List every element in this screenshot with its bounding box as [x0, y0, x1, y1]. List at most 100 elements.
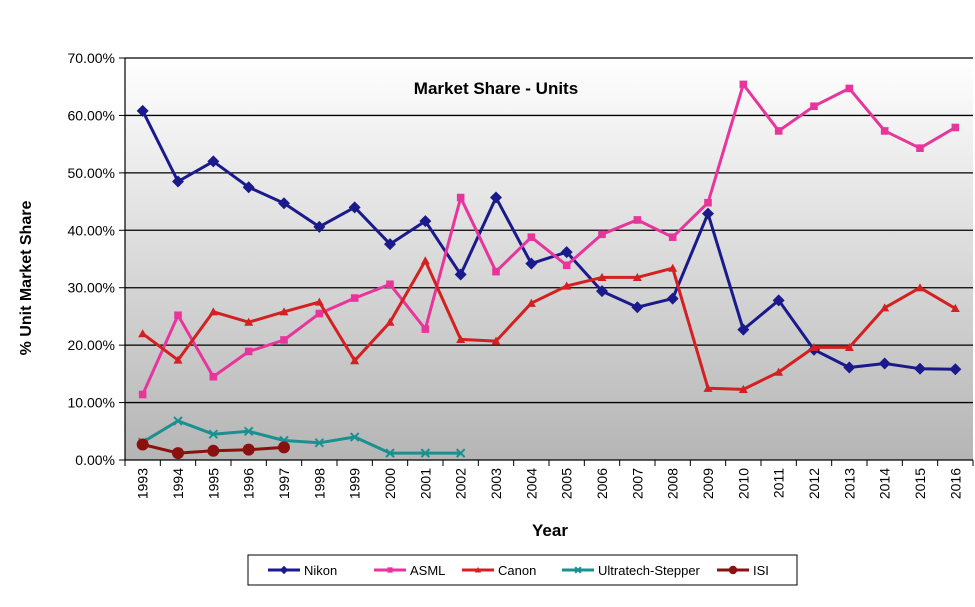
data-point-stroke [455, 448, 466, 458]
data-point [527, 233, 536, 241]
data-point [596, 285, 608, 298]
data-point [574, 566, 582, 574]
data-point [207, 444, 220, 457]
series-nikon [136, 104, 962, 376]
legend-item-nikon: Nikon [268, 563, 337, 578]
data-point [174, 311, 182, 320]
data-point [456, 193, 465, 202]
series-ultratech-stepper [137, 416, 466, 458]
x-tick-label: 1996 [241, 468, 257, 499]
data-point [491, 336, 501, 345]
x-tick-label: 2013 [841, 468, 857, 499]
data-point [880, 303, 890, 312]
data-point [916, 144, 924, 152]
data-point [136, 104, 149, 117]
data-point [703, 383, 713, 392]
data-point [208, 429, 219, 439]
x-tick-label: 1993 [135, 468, 151, 499]
series-line-ultratech-stepper [141, 419, 461, 455]
data-point [774, 127, 783, 135]
x-tick-label: 2001 [417, 468, 433, 499]
legend-label: ISI [753, 563, 769, 578]
data-point [455, 448, 466, 458]
data-point [880, 127, 889, 135]
data-point [562, 261, 571, 270]
data-point [950, 303, 960, 312]
data-point [385, 448, 395, 458]
data-point [728, 565, 738, 575]
x-tick-label: 2014 [877, 468, 893, 499]
data-point [280, 336, 288, 344]
x-tick-label: 2010 [735, 468, 751, 499]
series-line-nikon [141, 110, 956, 371]
x-tick-label: 1995 [205, 468, 221, 499]
data-point [386, 280, 394, 289]
data-point [633, 216, 642, 224]
y-tick-label: 70.00% [68, 50, 115, 66]
legend-item-asml: ASML [374, 563, 445, 578]
data-point [208, 307, 218, 316]
data-point [244, 347, 253, 356]
data-point [454, 268, 467, 281]
data-point [136, 438, 149, 451]
data-point [387, 567, 393, 573]
data-point-stroke [420, 448, 431, 458]
x-tick-label: 1997 [276, 468, 292, 499]
data-point [243, 426, 254, 436]
data-point [949, 363, 962, 376]
y-axis-label: % Unit Market Share [18, 201, 35, 356]
data-point [702, 207, 714, 220]
legend-label: Nikon [304, 563, 337, 578]
legend: Nikon ASML Canon Ultratech-Stepper ISI [247, 554, 798, 586]
x-tick-label: 2015 [912, 468, 928, 499]
x-tick-label: 2007 [629, 468, 645, 499]
series-canon [138, 256, 960, 393]
y-tick-label: 60.00% [68, 107, 115, 123]
data-point-stroke [349, 432, 360, 442]
y-tick-label: 30.00% [68, 280, 115, 296]
data-point [704, 198, 712, 207]
data-point [915, 283, 925, 292]
x-tick-label: 2006 [594, 468, 610, 499]
data-point [421, 325, 430, 333]
data-point [666, 292, 679, 305]
x-tick-label: 2005 [559, 468, 575, 499]
legend-box [247, 554, 798, 586]
series-line-asml [141, 82, 957, 396]
data-point [809, 342, 819, 352]
data-point [631, 301, 644, 314]
y-tick-label: 20.00% [68, 337, 115, 353]
data-point [737, 323, 750, 336]
data-point [844, 342, 854, 352]
data-point [173, 355, 183, 364]
x-tick-label: 2003 [488, 468, 504, 499]
data-point-stroke [574, 566, 582, 574]
series-asml [138, 80, 960, 399]
x-tick-label: 2002 [453, 468, 469, 499]
y-tick-label: 10.00% [68, 395, 115, 411]
data-point [525, 257, 538, 270]
data-point [350, 356, 360, 365]
data-point [350, 294, 359, 302]
data-point [138, 329, 148, 338]
data-point [951, 123, 960, 132]
legend-item-ultratech-stepper: Ultratech-Stepper [562, 563, 701, 578]
data-point [738, 384, 748, 393]
y-tick-label: 50.00% [68, 165, 115, 181]
data-point [774, 367, 784, 376]
data-point [385, 317, 395, 326]
data-point [420, 448, 431, 458]
data-point [207, 155, 220, 168]
x-tick-label: 2016 [947, 468, 963, 499]
data-point [279, 565, 289, 575]
data-point [278, 441, 290, 454]
data-point [598, 230, 606, 239]
data-point-stroke [243, 426, 254, 436]
data-point [384, 238, 396, 251]
x-tick-label: 1994 [170, 468, 186, 499]
data-point [562, 281, 572, 290]
data-point [474, 566, 482, 573]
data-point [772, 294, 785, 307]
data-point [878, 357, 891, 370]
